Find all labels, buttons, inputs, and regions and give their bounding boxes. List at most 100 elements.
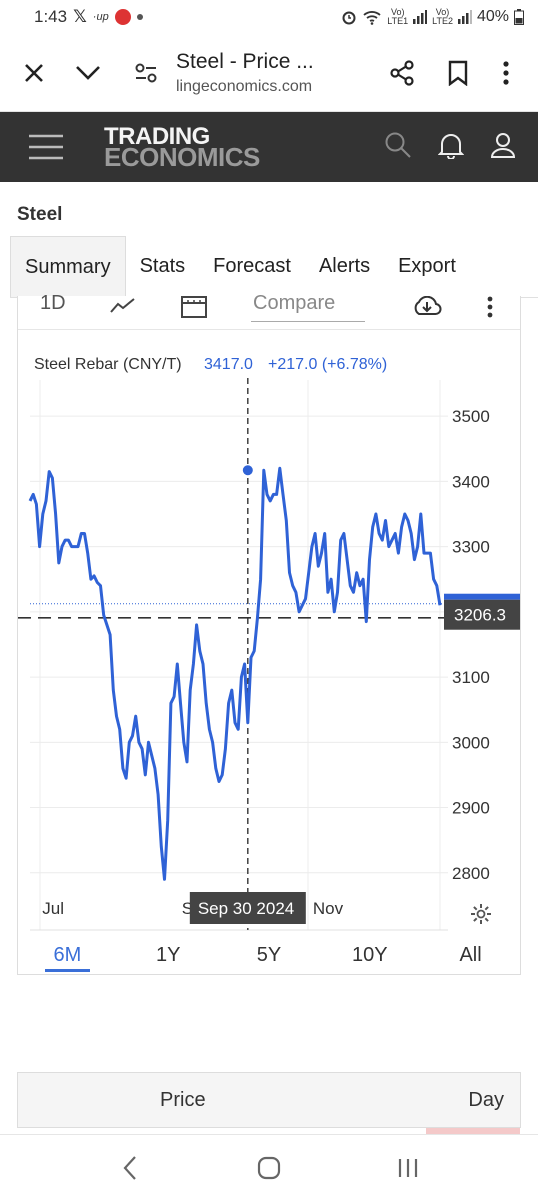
bookmark-icon [448, 60, 468, 86]
recents-button[interactable] [378, 1143, 438, 1193]
y-tick-label: 2900 [452, 799, 490, 818]
status-right: Vo) LTE1 Vo) LTE2 40% [341, 8, 524, 26]
y-tick-label: 3300 [452, 538, 490, 557]
page-address[interactable]: Steel - Price ... lingeconomics.com [170, 50, 378, 96]
alarm-icon [342, 11, 356, 25]
period-10y[interactable]: 10Y [351, 944, 388, 966]
price-table-header: Price Day [17, 1072, 521, 1128]
calendar-icon[interactable] [181, 296, 207, 318]
chart-grid [30, 380, 448, 931]
tab-summary[interactable]: Summary [10, 236, 126, 297]
series-title: Steel Rebar (CNY/T) [34, 356, 182, 373]
interval-button[interactable]: 1D [40, 292, 66, 314]
hover-date-tag [189, 892, 306, 924]
page-title: Steel [17, 204, 63, 225]
sim2-indicator: Vo) LTE2 [432, 7, 453, 26]
period-5y[interactable]: 5Y [256, 944, 282, 966]
search-icon [385, 132, 411, 158]
sim1-indicator: Vo) LTE1 [387, 7, 409, 26]
minimize-button[interactable] [64, 49, 112, 97]
status-time: 1:43 [34, 7, 68, 26]
current-price-label: 3206.3 [454, 606, 506, 625]
recents-icon [399, 1158, 418, 1177]
notification-dot-icon [136, 14, 143, 20]
browser-toolbar: Steel - Price ... lingeconomics.com [0, 34, 538, 112]
battery-icon [514, 9, 524, 25]
up-app-icon: ·up [92, 11, 109, 23]
chart-settings-icon[interactable] [470, 903, 492, 925]
period-1y[interactable]: 1Y [155, 944, 181, 966]
back-button[interactable] [100, 1143, 160, 1193]
chart-card: 1D Compare 35003400330032003100300029002… [17, 292, 521, 975]
site-header: TRADING ECONOMICS [0, 112, 538, 182]
y-tick-label: 3400 [452, 472, 490, 491]
user-icon [490, 132, 516, 158]
current-price-tag-accent [444, 593, 520, 600]
status-bar: 1:43 𝕏 ·up Vo) LTE1 Vo) LTE2 40% [0, 0, 538, 34]
hover-change: +217.0 (+6.78%) [268, 356, 387, 373]
current-price-tag [444, 599, 520, 630]
y-tick-label: 3000 [452, 733, 490, 752]
share-button[interactable] [378, 49, 426, 97]
bell-icon [437, 133, 465, 160]
y-tick-label: 3500 [452, 407, 490, 426]
hamburger-menu-button[interactable] [16, 134, 76, 160]
chart-more-icon[interactable] [487, 296, 493, 318]
back-icon [123, 1155, 136, 1180]
chart-type-icon[interactable] [110, 298, 136, 314]
tab-forecast[interactable]: Forecast [213, 255, 291, 277]
section-tabs: Summary Stats Forecast Alerts Export [10, 236, 538, 298]
x-app-icon: 𝕏 [73, 7, 87, 26]
tab-export[interactable]: Export [398, 255, 456, 277]
period-6m[interactable]: 6M [17, 936, 118, 974]
share-icon [390, 59, 414, 86]
price-chart[interactable]: 35003400330032003100300029002800 3206.3 … [18, 330, 520, 940]
chart-toolbar: 1D Compare [18, 292, 520, 330]
close-tab-button[interactable] [10, 49, 58, 97]
search-button[interactable] [384, 131, 412, 164]
hover-point [242, 465, 253, 476]
account-button[interactable] [490, 132, 516, 163]
chevron-down-icon [76, 65, 100, 80]
y-axis-labels: 35003400330032003100300029002800 [452, 407, 490, 883]
header-actions [384, 131, 538, 164]
period-selector: 6M 1Y 5Y 10Y All [17, 936, 521, 974]
signal2-icon [457, 10, 472, 24]
logo-line2: ECONOMICS [104, 142, 260, 172]
home-icon [257, 1156, 281, 1179]
wifi-icon [363, 11, 381, 25]
compare-input[interactable]: Compare [251, 292, 365, 322]
more-menu-button[interactable] [482, 49, 530, 97]
x-tick-label: Nov [313, 899, 344, 918]
column-day: Day [468, 1088, 504, 1111]
period-all[interactable]: All [459, 944, 482, 966]
signal1-icon [413, 10, 428, 24]
menu-icon [29, 134, 63, 160]
table-row-highlight [426, 1128, 520, 1134]
status-left: 1:43 𝕏 ·up [34, 7, 143, 27]
tune-icon [135, 63, 157, 82]
column-price: Price [160, 1088, 206, 1111]
app-badge-icon [114, 9, 131, 25]
page-tab-title: Steel - Price ... [176, 49, 314, 73]
y-tick-label: 3100 [452, 668, 490, 687]
tab-alerts[interactable]: Alerts [318, 255, 371, 277]
series-line [28, 466, 442, 881]
tab-stats[interactable]: Stats [139, 255, 186, 277]
site-settings-button[interactable] [122, 49, 170, 97]
hover-value: 3417.0 [204, 356, 253, 373]
bookmark-button[interactable] [434, 49, 482, 97]
battery-level: 40% [476, 8, 509, 25]
y-tick-label: 2800 [452, 864, 490, 883]
page-url: lingeconomics.com [176, 77, 313, 95]
more-vert-icon [503, 60, 509, 85]
home-button[interactable] [239, 1143, 299, 1193]
x-tick-label: Jul [42, 899, 64, 918]
close-icon [25, 63, 43, 82]
alerts-bell-button[interactable] [437, 131, 465, 164]
download-icon[interactable] [411, 296, 443, 316]
logo-line1: TRADING [104, 123, 210, 150]
system-nav-bar [0, 1134, 538, 1200]
site-logo[interactable]: TRADING ECONOMICS [104, 123, 260, 172]
hover-date-label: Sep 30 2024 [198, 899, 294, 918]
